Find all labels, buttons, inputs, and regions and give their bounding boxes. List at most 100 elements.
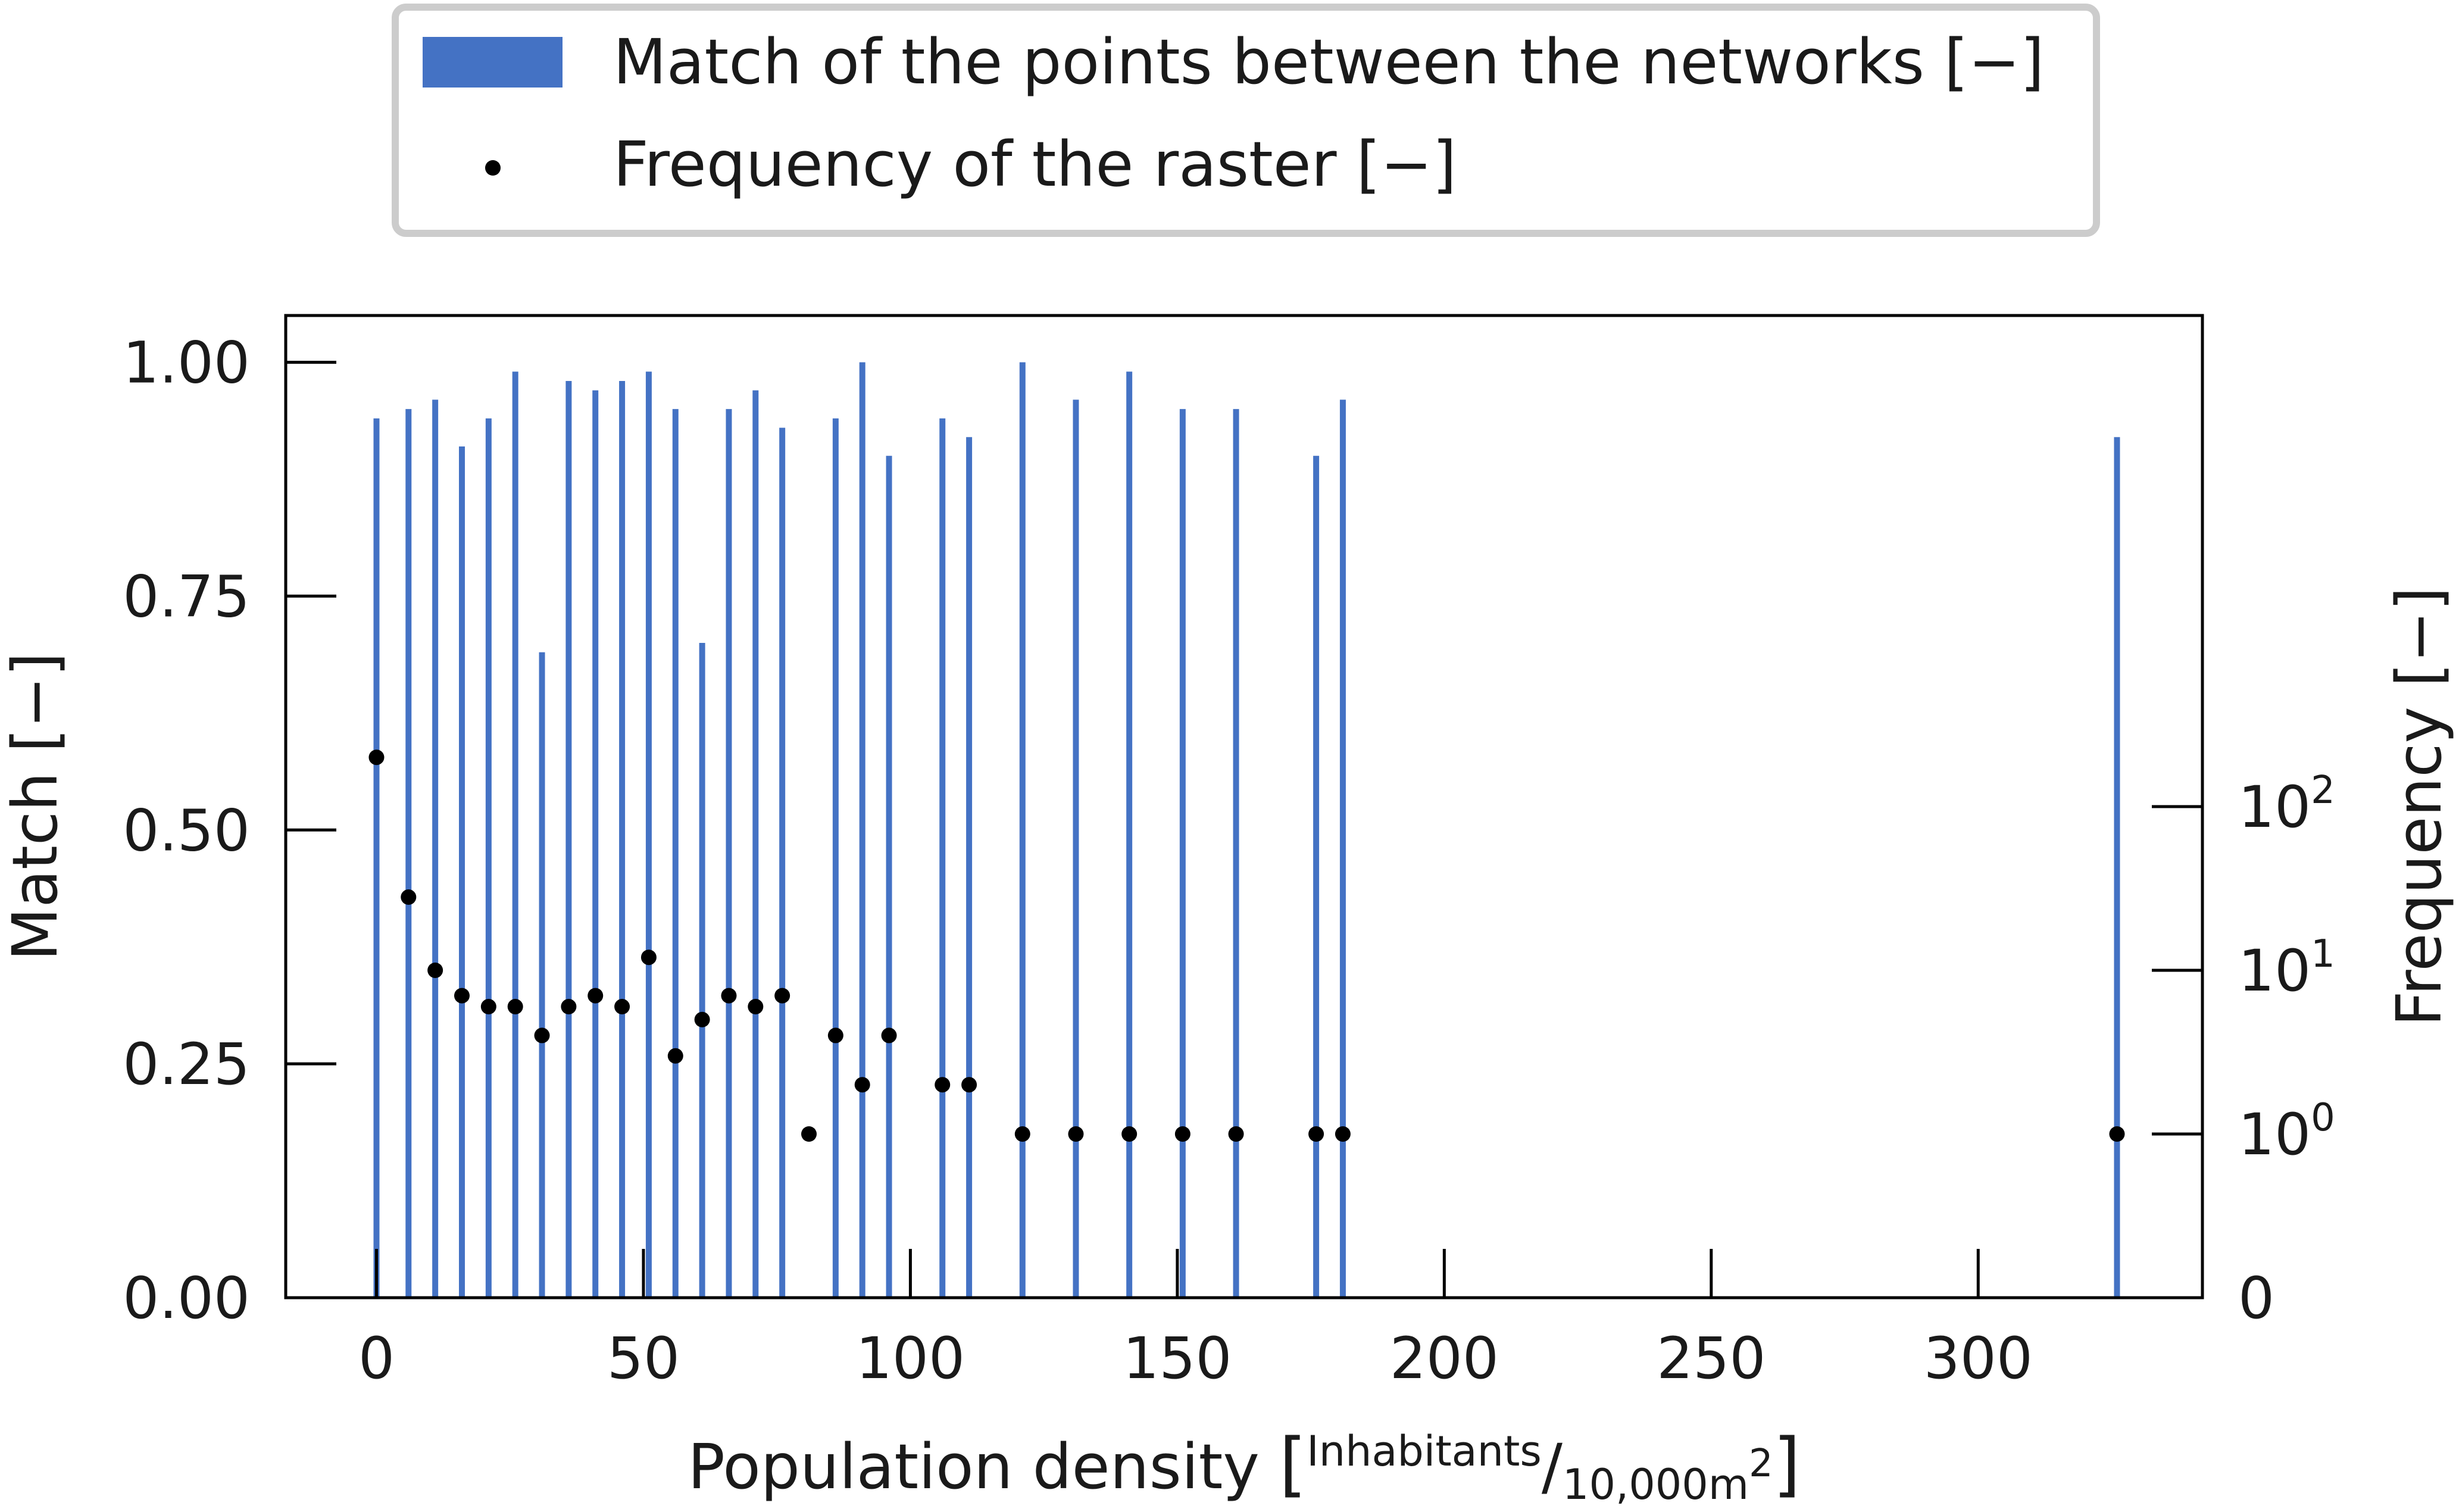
y-left-tick-label-1: 0.25 <box>123 1031 250 1098</box>
x-axis-label-bracket-open: [ <box>1279 1423 1307 1505</box>
match-bar-16 <box>832 418 839 1298</box>
match-bar-25 <box>1233 409 1239 1298</box>
match-bars <box>373 362 2120 1298</box>
match-bar-20 <box>966 437 973 1298</box>
match-bar-27 <box>1339 399 1346 1298</box>
y-right-tick-label-exp-3: 2 <box>2311 769 2335 813</box>
match-bar-19 <box>939 418 946 1298</box>
y-right-tick-label-1: 100 <box>2238 1096 2335 1168</box>
x-tick-label-6: 300 <box>1924 1325 2033 1392</box>
frequency-point-27 <box>1308 1126 1324 1142</box>
frequency-point-26 <box>1228 1126 1244 1142</box>
frequency-point-17 <box>827 1027 843 1044</box>
frequency-point-14 <box>748 999 764 1015</box>
match-bar-14 <box>752 390 759 1298</box>
frequency-point-28 <box>1335 1126 1351 1142</box>
x-axis-label-unit-denominator: 10,000m <box>1563 1460 1749 1509</box>
legend-dot-swatch <box>485 160 501 176</box>
x-axis-label-unit-numerator: Inhabitants <box>1307 1427 1542 1476</box>
frequency-point-19 <box>881 1027 897 1044</box>
y-left-tick-label-3: 0.75 <box>123 563 250 630</box>
y-left-tick-label-2: 0.50 <box>123 797 250 864</box>
frequency-point-25 <box>1174 1126 1190 1142</box>
plot-frame <box>284 314 2204 1299</box>
y-right-tick-label-base-1: 10 <box>2238 1101 2311 1168</box>
frequency-point-7 <box>561 999 577 1015</box>
y-right-tick-label-exp-1: 0 <box>2311 1096 2335 1140</box>
x-tick-label-0: 0 <box>358 1325 395 1392</box>
match-bar-15 <box>779 427 786 1298</box>
match-bar-2 <box>432 399 439 1298</box>
frequency-point-2 <box>427 963 443 978</box>
frequency-point-11 <box>667 1048 683 1064</box>
legend-label-match: Match of the points between the networks… <box>613 26 2044 98</box>
frequency-point-1 <box>401 889 417 905</box>
match-bar-12 <box>699 643 705 1298</box>
frequency-point-10 <box>640 949 657 966</box>
x-axis: 0 50 100 150 200 250 300 <box>358 1249 2033 1392</box>
frequency-point-4 <box>480 999 496 1015</box>
legend-label-frequency: Frequency of the raster [−] <box>613 128 1457 201</box>
y-left-tick-label-4: 1.00 <box>123 330 250 396</box>
match-bar-10 <box>645 371 652 1298</box>
match-bar-11 <box>672 409 679 1298</box>
x-axis-label-slash: / <box>1542 1430 1563 1503</box>
match-bar-18 <box>886 455 892 1298</box>
x-axis-label-unit-exponent: 2 <box>1749 1442 1773 1486</box>
y-right-tick-label-base-3: 10 <box>2238 774 2311 841</box>
frequency-point-20 <box>935 1077 951 1093</box>
frequency-point-9 <box>614 999 630 1015</box>
frequency-point-5 <box>507 999 523 1015</box>
match-bar-21 <box>1019 362 1026 1298</box>
match-bar-6 <box>539 652 545 1298</box>
x-tick-label-1: 50 <box>607 1325 680 1392</box>
match-bar-1 <box>405 409 412 1298</box>
x-tick-label-5: 250 <box>1657 1325 1766 1392</box>
legend-frame <box>392 4 2100 237</box>
match-bar-17 <box>859 362 865 1298</box>
x-tick-label-3: 150 <box>1123 1325 1232 1392</box>
frequency-point-18 <box>854 1077 870 1093</box>
frequency-points <box>368 749 2125 1142</box>
match-bar-7 <box>565 381 572 1298</box>
y-right-tick-label-2: 101 <box>2238 932 2335 1004</box>
legend: Match of the points between the networks… <box>392 4 2100 237</box>
y-right-tick-label-0: 0 <box>2238 1265 2274 1332</box>
x-axis-label-bracket-close: ] <box>1773 1423 1801 1505</box>
legend-bar-swatch <box>423 37 563 88</box>
y-axis-right-label: Frequency [−] <box>2383 587 2455 1027</box>
match-bar-5 <box>512 371 518 1298</box>
frequency-point-3 <box>454 988 470 1004</box>
frequency-point-22 <box>1014 1126 1030 1142</box>
frequency-point-21 <box>961 1077 977 1093</box>
x-axis-label-main: Population density <box>688 1430 1279 1503</box>
match-bar-22 <box>1073 399 1079 1298</box>
match-bar-24 <box>1179 409 1186 1298</box>
frequency-point-29 <box>2109 1126 2125 1142</box>
x-tick-label-2: 100 <box>856 1325 965 1392</box>
x-axis-label: Population density [Inhabitants/10,000m2… <box>688 1423 1801 1509</box>
match-bar-0 <box>373 418 380 1298</box>
frequency-point-0 <box>368 749 385 766</box>
y-axis-left-label: Match [−] <box>0 652 71 961</box>
match-bar-23 <box>1126 371 1133 1298</box>
frequency-point-23 <box>1068 1126 1084 1142</box>
y-right-tick-label-exp-2: 1 <box>2311 932 2335 976</box>
match-bar-13 <box>726 409 732 1298</box>
y-right-tick-label-base-2: 10 <box>2238 938 2311 1004</box>
y-left-tick-label-0: 0.00 <box>123 1265 250 1332</box>
match-bar-28 <box>2114 437 2120 1298</box>
frequency-point-6 <box>534 1027 550 1044</box>
y-right-tick-label-3: 102 <box>2238 769 2335 841</box>
frequency-point-16 <box>801 1126 817 1142</box>
match-bar-3 <box>458 446 465 1298</box>
frequency-point-8 <box>588 988 604 1004</box>
y-right-tick-label-base-0: 0 <box>2238 1265 2274 1332</box>
y-axis-left: 0.00 0.25 0.50 0.75 1.00 <box>123 330 336 1332</box>
frequency-point-24 <box>1121 1126 1138 1142</box>
frequency-point-12 <box>694 1011 710 1027</box>
match-bar-9 <box>619 381 626 1298</box>
match-bar-8 <box>592 390 599 1298</box>
